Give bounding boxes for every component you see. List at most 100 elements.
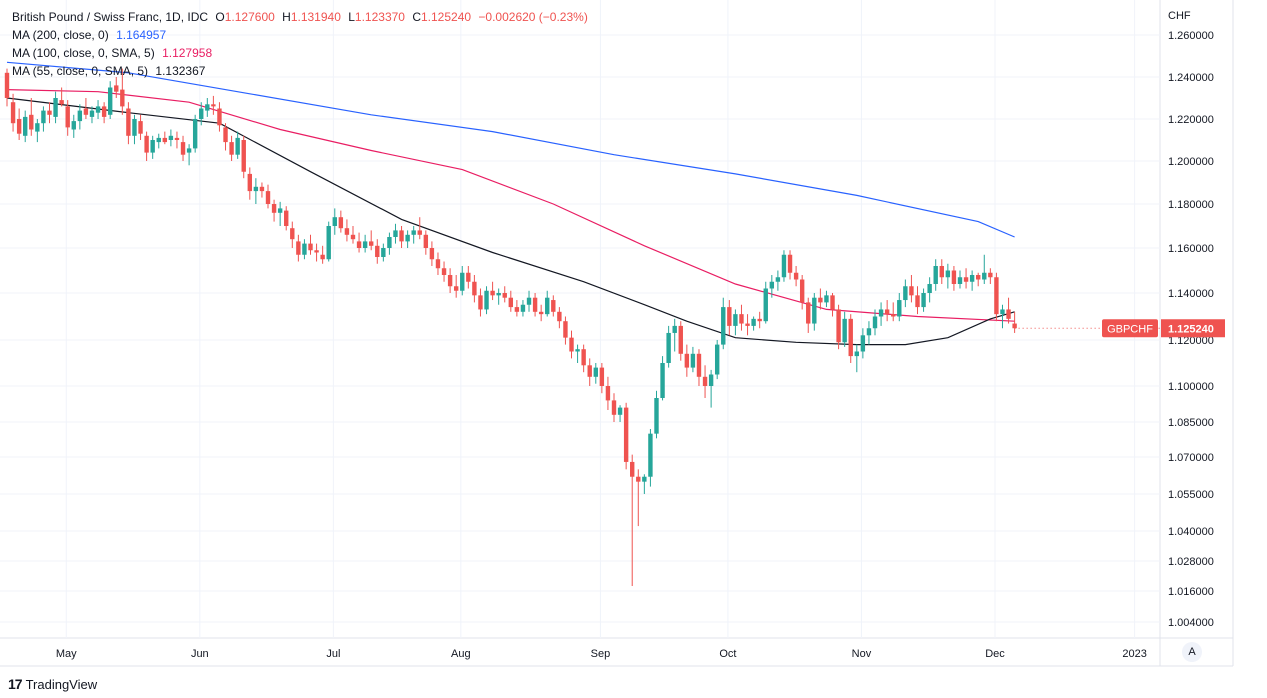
candle-body xyxy=(369,241,374,246)
indicator-value: 1.127958 xyxy=(162,46,213,60)
time-tick-label: Jun xyxy=(191,648,209,660)
candle xyxy=(362,234,368,253)
time-tick-label: May xyxy=(56,648,77,660)
candle xyxy=(35,119,40,143)
candle xyxy=(945,263,951,289)
auto-scale-button[interactable]: A xyxy=(1182,642,1202,662)
candle xyxy=(690,346,696,373)
candle xyxy=(41,106,46,132)
candle-body xyxy=(714,344,720,375)
candle xyxy=(186,144,192,166)
candle xyxy=(587,358,592,386)
candle-body xyxy=(520,304,526,312)
candle-body xyxy=(787,254,793,273)
candle-body xyxy=(866,328,872,336)
candle-body xyxy=(745,323,750,326)
candle-body xyxy=(265,191,271,204)
candle-body xyxy=(526,297,532,305)
candle-body xyxy=(211,104,216,107)
candle xyxy=(739,304,744,331)
candle xyxy=(235,131,240,159)
candle xyxy=(326,221,331,262)
candle xyxy=(963,268,969,289)
candle-body xyxy=(951,270,957,284)
candle xyxy=(114,77,119,98)
candle xyxy=(95,100,101,119)
candle xyxy=(472,275,477,303)
candle-body xyxy=(988,272,993,278)
candle-body xyxy=(976,275,981,280)
candle xyxy=(162,131,168,145)
candle xyxy=(824,290,829,308)
candle-body xyxy=(101,106,107,117)
candle-body xyxy=(660,363,665,398)
candle xyxy=(180,135,186,161)
time-tick-label: Dec xyxy=(985,648,1005,660)
candle-body xyxy=(4,72,10,98)
candle-body xyxy=(909,286,914,296)
tradingview-logo-icon: 17 xyxy=(8,676,23,692)
candle-body xyxy=(690,353,696,368)
candle xyxy=(23,110,28,143)
candle xyxy=(878,302,884,326)
ma-line-2 xyxy=(6,97,1015,346)
candle xyxy=(53,91,58,124)
candle xyxy=(338,210,344,233)
candle-body xyxy=(429,248,435,260)
indicator-ma55[interactable]: MA (55, close, 0, SMA, 5) 1.132367 xyxy=(12,62,592,80)
candle xyxy=(332,208,337,235)
candle xyxy=(866,321,872,345)
indicator-ma200[interactable]: MA (200, close, 0) 1.164957 xyxy=(12,26,592,44)
time-tick-label: Sep xyxy=(591,648,611,660)
candle xyxy=(727,300,732,336)
candle xyxy=(520,300,526,317)
candle-body xyxy=(502,293,507,298)
candle-body xyxy=(399,230,404,242)
candle-body xyxy=(860,335,866,352)
indicator-ma100[interactable]: MA (100, close, 0, SMA, 5) 1.127958 xyxy=(12,44,592,62)
candle xyxy=(648,429,653,487)
candle-body xyxy=(460,272,465,291)
candle xyxy=(891,302,896,322)
candle-body xyxy=(217,108,222,126)
indicator-value: 1.132367 xyxy=(155,64,206,78)
candle xyxy=(775,270,781,291)
candle-body xyxy=(508,297,514,308)
candle-body xyxy=(375,245,380,257)
tradingview-branding[interactable]: 17 TradingView xyxy=(8,676,97,692)
price-tick-label: 1.070000 xyxy=(1168,452,1214,464)
candle xyxy=(211,95,216,115)
price-tick-label: 1.028000 xyxy=(1168,556,1214,568)
candle xyxy=(848,314,853,363)
candle xyxy=(253,178,259,204)
candle xyxy=(144,131,149,161)
candle xyxy=(466,266,471,289)
candle-body xyxy=(423,234,429,248)
candle-body xyxy=(617,407,623,415)
candle-body xyxy=(496,293,501,296)
candle xyxy=(563,316,568,345)
candle xyxy=(156,133,161,149)
candle-body xyxy=(453,286,459,291)
candle-body xyxy=(630,461,635,477)
candle-body xyxy=(47,110,52,115)
ohlc-close: C1.125240 xyxy=(412,10,472,24)
candle xyxy=(265,184,271,209)
price-tick-label: 1.016000 xyxy=(1168,586,1214,598)
time-axis[interactable]: May Jun Jul Aug Sep Oct Nov Dec 2023 xyxy=(56,648,1147,660)
currency-label: CHF xyxy=(1168,10,1191,22)
symbol-title[interactable]: British Pound / Swiss Franc, 1D, IDC xyxy=(12,10,209,24)
time-tick-label: Nov xyxy=(852,648,872,660)
moving-average-lines xyxy=(6,61,1015,346)
candle-body xyxy=(114,85,119,92)
candle-body xyxy=(648,433,653,477)
candle-body xyxy=(733,314,738,326)
price-axis[interactable]: CHF 1.260000 1.240000 1.220000 1.200000 1.180… xyxy=(1168,10,1214,629)
price-tick-label: 1.004000 xyxy=(1168,617,1214,629)
candle-body xyxy=(350,234,356,240)
candle xyxy=(369,230,374,251)
candle-body xyxy=(921,293,926,308)
candle xyxy=(296,234,301,262)
candle xyxy=(168,129,174,147)
